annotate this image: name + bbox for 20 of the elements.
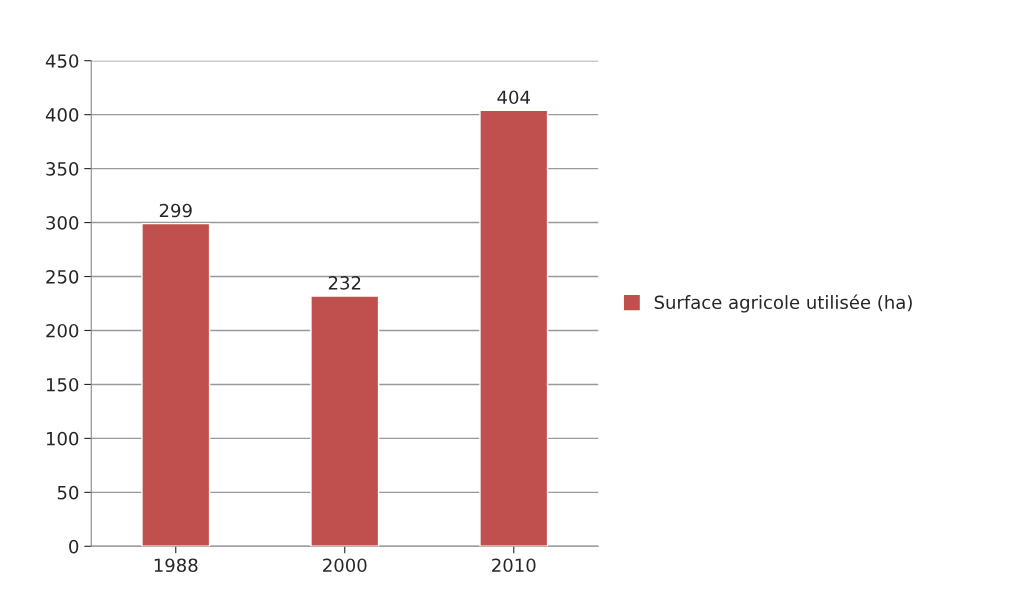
data-label: 404 <box>497 90 530 105</box>
y-tick-label: 300 <box>46 216 79 230</box>
y-tick-label: 0 <box>69 539 79 554</box>
y-tick-label: 50 <box>57 485 79 500</box>
data-label: 232 <box>328 276 361 290</box>
bar <box>310 295 380 547</box>
y-tick-label: 450 <box>45 54 79 68</box>
bar <box>479 109 549 547</box>
x-tick-label: 2000 <box>323 558 367 573</box>
y-tick-label: 100 <box>46 431 79 446</box>
data-label: 299 <box>159 203 192 218</box>
y-tick-label: 150 <box>46 377 79 392</box>
bar <box>141 222 211 547</box>
x-tick-label: 2010 <box>492 558 536 573</box>
y-tick-label: 250 <box>46 269 79 284</box>
y-tick-label: 400 <box>45 108 79 122</box>
y-tick-label: 350 <box>46 162 79 176</box>
y-tick-label: 200 <box>46 323 79 338</box>
legend-label: Surface agricole utilisée (ha) <box>654 294 912 313</box>
x-tick-label: 1988 <box>154 558 198 573</box>
